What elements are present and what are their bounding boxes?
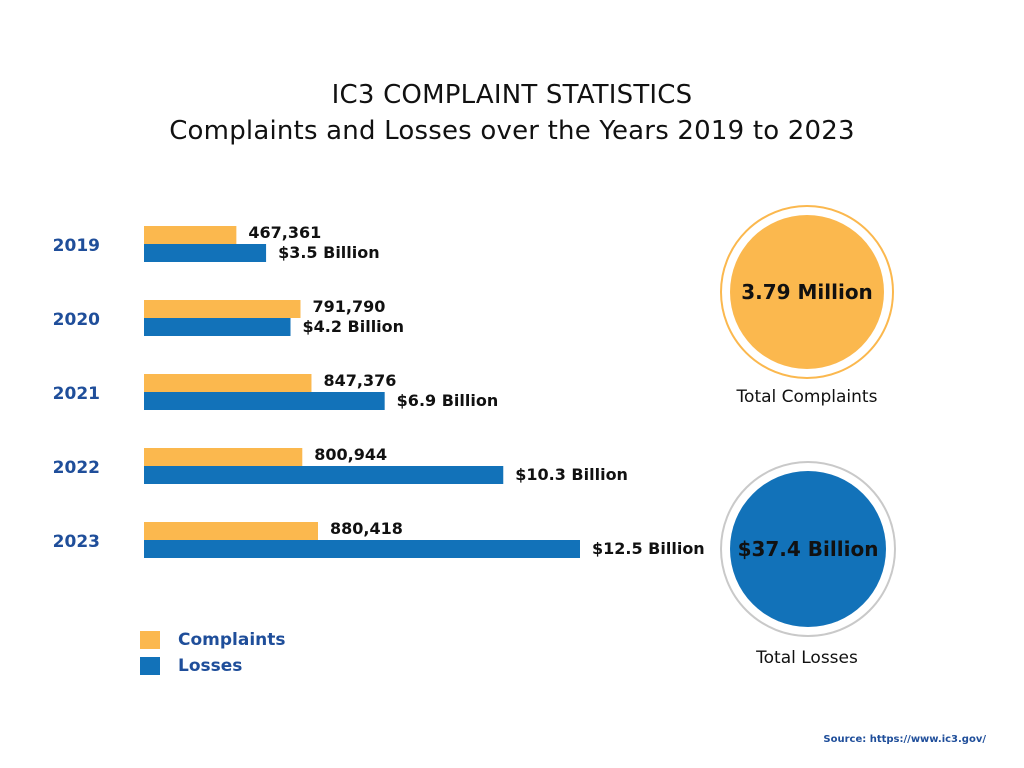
total-complaints-value: 3.79 Million [741, 280, 873, 304]
year-label: 2022 [53, 458, 100, 478]
source-note: Source: https://www.ic3.gov/ [823, 734, 986, 745]
data-label-complaints: 847,376 [323, 371, 396, 390]
legend-label-losses: Losses [178, 656, 243, 676]
year-label: 2020 [53, 310, 100, 330]
total-complaints-label: Total Complaints [736, 387, 878, 407]
data-label-complaints: 467,361 [248, 223, 321, 242]
data-label-losses: $4.2 Billion [302, 317, 404, 336]
data-label-losses: $6.9 Billion [397, 391, 499, 410]
total-complaints-circle: 3.79 Million [730, 215, 884, 369]
chart-title: IC3 COMPLAINT STATISTICS [331, 80, 693, 110]
total-losses-label: Total Losses [756, 648, 858, 668]
data-label-losses: $3.5 Billion [278, 243, 380, 262]
bar-complaints [144, 448, 303, 466]
data-label-losses: $12.5 Billion [592, 539, 705, 558]
bar-complaints [144, 226, 237, 244]
bar-losses [144, 466, 504, 484]
bar-chart: 2019 467,361$3.5 Billion 2020 791,790$4.2 B… [53, 223, 705, 558]
bar-complaints [144, 300, 301, 318]
data-label-complaints: 791,790 [312, 297, 385, 316]
total-losses-value: $37.4 Billion [737, 537, 879, 561]
year-label: 2021 [53, 384, 100, 404]
legend-swatch-complaints [140, 631, 160, 649]
legend-label-complaints: Complaints [178, 630, 286, 650]
legend-swatch-losses [140, 657, 160, 675]
bar-losses [144, 540, 580, 558]
year-label: 2023 [53, 532, 100, 552]
bar-losses [144, 318, 291, 336]
legend-item-losses: Losses [140, 653, 286, 679]
chart-subtitle: Complaints and Losses over the Years 201… [169, 116, 855, 146]
bar-losses [144, 244, 267, 262]
data-label-complaints: 800,944 [314, 445, 387, 464]
legend: Complaints Losses [140, 627, 286, 679]
bar-complaints [144, 374, 312, 392]
legend-item-complaints: Complaints [140, 627, 286, 653]
bar-complaints [144, 522, 318, 540]
year-label: 2019 [53, 236, 100, 256]
bar-losses [144, 392, 385, 410]
total-losses-circle: $37.4 Billion [730, 471, 886, 627]
data-label-complaints: 880,418 [330, 519, 403, 538]
losses-ring [720, 461, 896, 637]
complaints-ring [720, 205, 894, 379]
data-label-losses: $10.3 Billion [515, 465, 628, 484]
